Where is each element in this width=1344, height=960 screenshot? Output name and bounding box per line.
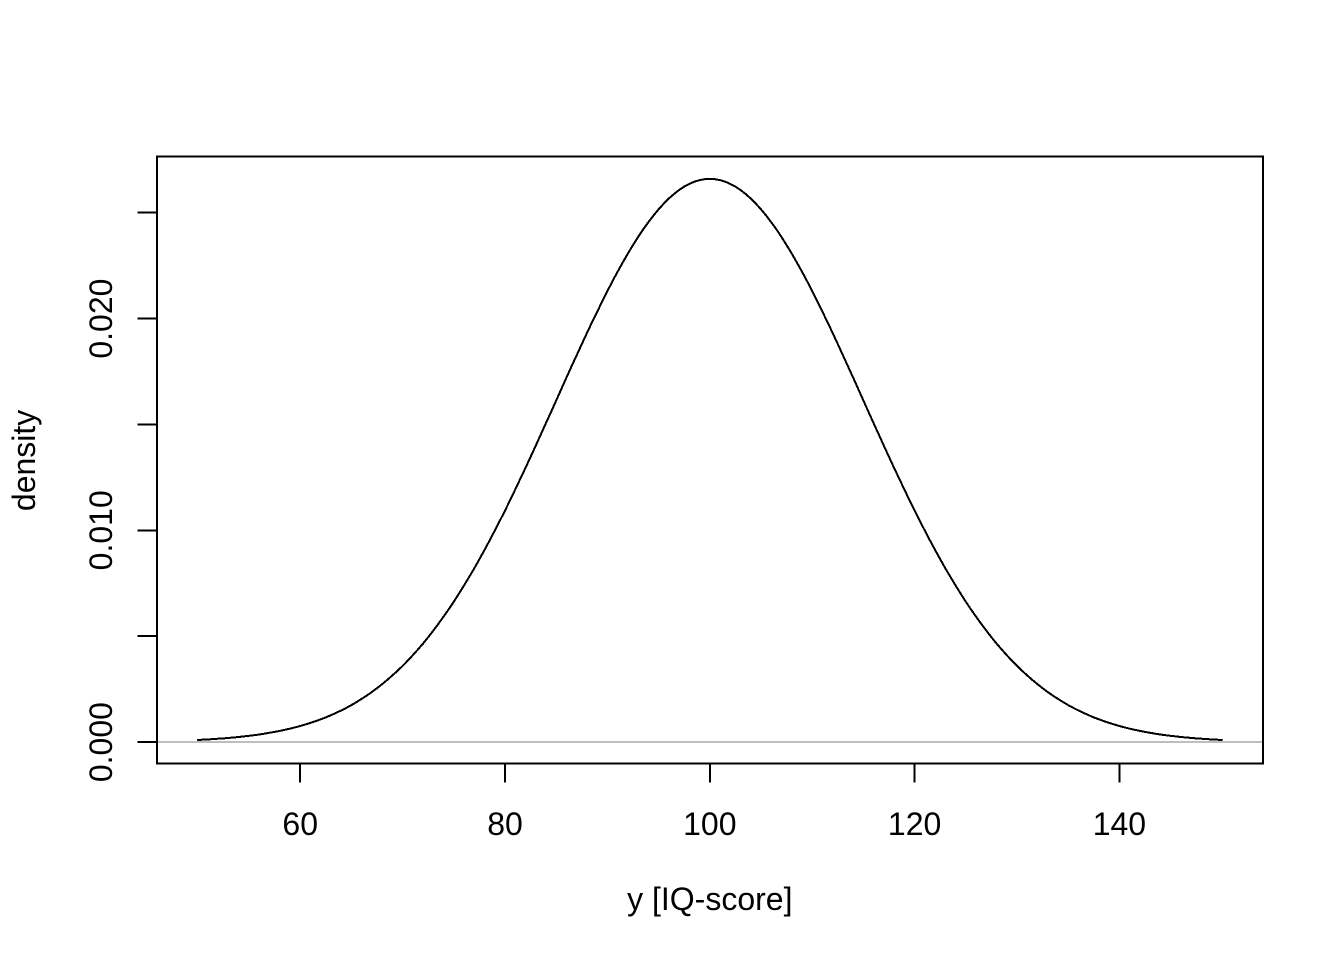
svg-text:60: 60 [282,806,318,842]
svg-text:120: 120 [888,806,941,842]
svg-text:100: 100 [683,806,736,842]
svg-text:y [IQ-score]: y [IQ-score] [627,881,792,917]
svg-text:0.020: 0.020 [83,279,119,359]
svg-text:0.000: 0.000 [83,702,119,782]
svg-text:density: density [6,410,42,511]
svg-text:80: 80 [487,806,523,842]
svg-text:140: 140 [1093,806,1146,842]
svg-text:0.010: 0.010 [83,490,119,570]
